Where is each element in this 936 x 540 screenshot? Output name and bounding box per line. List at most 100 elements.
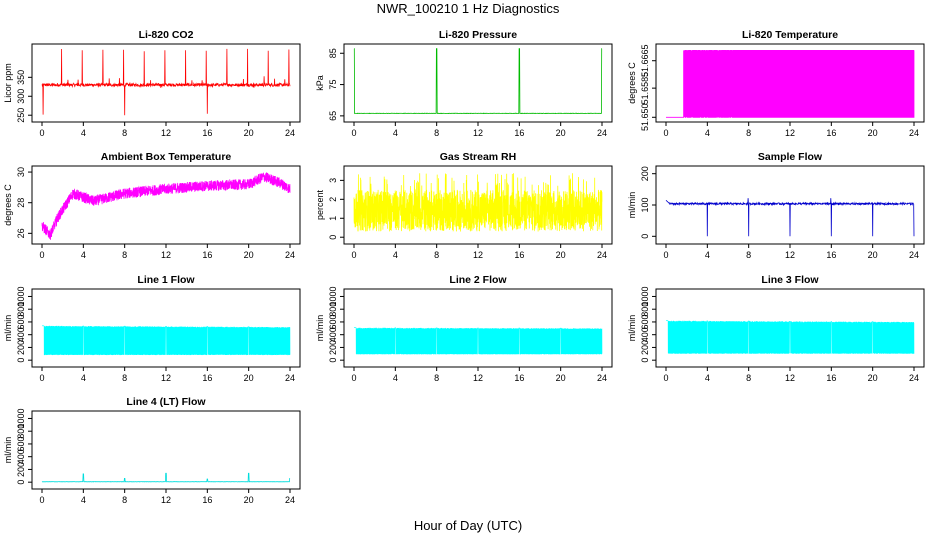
panel-title: Ambient Box Temperature xyxy=(101,151,232,163)
y-tick-label: 1000 xyxy=(640,286,650,306)
x-tick-label: 12 xyxy=(161,250,171,260)
y-tick-label: 400 xyxy=(640,327,650,342)
x-tick-label: 20 xyxy=(868,250,878,260)
series-line xyxy=(665,198,915,237)
x-tick-label: 4 xyxy=(81,373,86,383)
series-line xyxy=(42,325,291,356)
series-4 xyxy=(353,173,603,232)
y-tick-label: 85 xyxy=(328,48,338,58)
y-axis-label: degrees C xyxy=(3,184,13,226)
x-tick-label: 20 xyxy=(244,495,254,505)
plot-frame xyxy=(343,43,613,123)
y-tick-label: 400 xyxy=(16,449,26,464)
y-tick-label: 400 xyxy=(16,327,26,342)
x-tick-label: 8 xyxy=(434,250,439,260)
x-tick-label: 8 xyxy=(122,373,127,383)
panel-title: Sample Flow xyxy=(758,151,823,163)
x-tick-label: 20 xyxy=(868,373,878,383)
x-tick-label: 24 xyxy=(909,250,919,260)
x-tick-label: 16 xyxy=(514,250,524,260)
x-tick-label: 8 xyxy=(746,373,751,383)
x-tick-label: 20 xyxy=(868,128,878,138)
x-tick-label: 24 xyxy=(285,250,295,260)
y-tick-label: 28 xyxy=(16,198,26,208)
panel-1: Li-820 Pressure kPa 0 4 8 12 16 20 24 65 75 85 xyxy=(315,29,613,138)
y-axis-label: ml/min xyxy=(3,315,13,342)
y-tick-label: 0 xyxy=(16,358,26,363)
y-tick-label: 200 xyxy=(16,462,26,477)
series-1 xyxy=(353,48,603,115)
series-6 xyxy=(42,325,291,356)
y-tick-label: 2 xyxy=(328,197,338,202)
y-tick-label: 600 xyxy=(328,314,338,329)
panel-title: Line 3 Flow xyxy=(761,274,819,286)
x-tick-label: 0 xyxy=(663,128,668,138)
y-tick-label: 0 xyxy=(640,358,650,363)
panel-title: Line 2 Flow xyxy=(449,274,507,286)
x-tick-label: 8 xyxy=(122,128,127,138)
x-tick-label: 16 xyxy=(514,128,524,138)
panel-title: Li-820 CO2 xyxy=(139,29,194,41)
x-tick-label: 4 xyxy=(393,250,398,260)
x-tick-label: 16 xyxy=(514,373,524,383)
x-tick-label: 0 xyxy=(663,250,668,260)
y-axis-label: degrees C xyxy=(627,62,637,104)
y-tick-label: 300 xyxy=(16,89,26,104)
series-line xyxy=(666,50,915,118)
y-tick-label: 600 xyxy=(16,436,26,451)
x-tick-label: 8 xyxy=(122,250,127,260)
x-tick-label: 12 xyxy=(161,373,171,383)
y-tick-label: 0 xyxy=(640,234,650,239)
panel-5: Sample Flow ml/min 0 4 8 12 16 20 24 0 100 200 xyxy=(627,151,925,260)
series-line xyxy=(666,320,915,354)
x-tick-label: 4 xyxy=(705,128,710,138)
panel-0: Li-820 CO2 Licor ppm 0 4 8 12 16 20 24 250 300 350 xyxy=(3,29,301,138)
y-tick-label: 200 xyxy=(640,340,650,355)
x-tick-label: 4 xyxy=(393,373,398,383)
panel-7: Line 2 Flow ml/min 0 4 8 12 16 20 24 0 20040060080… xyxy=(315,274,613,383)
series-2 xyxy=(666,50,915,118)
x-tick-label: 20 xyxy=(244,250,254,260)
series-line xyxy=(354,327,603,355)
x-axis-caption: Hour of Day (UTC) xyxy=(413,518,523,533)
series-line xyxy=(41,472,291,483)
x-tick-label: 20 xyxy=(244,128,254,138)
y-tick-label: 75 xyxy=(328,80,338,90)
x-tick-label: 12 xyxy=(473,373,483,383)
series-line xyxy=(353,173,603,232)
x-tick-label: 16 xyxy=(826,128,836,138)
series-5 xyxy=(665,198,915,237)
x-tick-label: 24 xyxy=(597,128,607,138)
x-tick-label: 12 xyxy=(161,495,171,505)
x-tick-label: 16 xyxy=(202,495,212,505)
x-tick-label: 4 xyxy=(393,128,398,138)
y-tick-label: 1000 xyxy=(16,286,26,306)
panel-title: Gas Stream RH xyxy=(440,151,516,163)
x-tick-label: 16 xyxy=(202,373,212,383)
x-tick-label: 8 xyxy=(122,495,127,505)
y-tick-label: 0 xyxy=(328,358,338,363)
x-tick-label: 20 xyxy=(556,373,566,383)
y-axis-label: Licor ppm xyxy=(3,63,13,103)
panel-title: Li-820 Pressure xyxy=(439,29,517,41)
y-tick-label: 100 xyxy=(640,197,650,212)
y-tick-label: 250 xyxy=(16,108,26,123)
x-tick-label: 12 xyxy=(785,128,795,138)
panel-3: Ambient Box Temperature degrees C 0 4 8 12 16 2… xyxy=(3,151,301,260)
y-tick-label: 65 xyxy=(328,111,338,121)
x-tick-label: 8 xyxy=(434,373,439,383)
series-line xyxy=(41,48,291,116)
x-tick-label: 8 xyxy=(434,128,439,138)
x-tick-label: 4 xyxy=(81,128,86,138)
y-tick-label: 600 xyxy=(640,314,650,329)
x-tick-label: 0 xyxy=(351,128,356,138)
x-tick-label: 0 xyxy=(39,495,44,505)
x-tick-label: 24 xyxy=(285,373,295,383)
y-tick-label: 600 xyxy=(16,314,26,329)
x-tick-label: 12 xyxy=(473,128,483,138)
series-0 xyxy=(41,48,291,116)
y-tick-label: 51.6585 xyxy=(640,72,650,105)
x-tick-label: 0 xyxy=(663,373,668,383)
y-tick-label: 800 xyxy=(16,302,26,317)
series-7 xyxy=(354,327,603,355)
